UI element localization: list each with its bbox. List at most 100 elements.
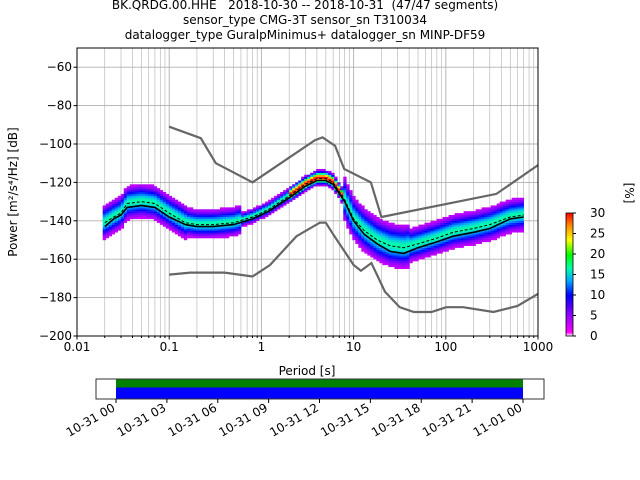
heatmap-cell — [409, 245, 413, 248]
heatmap-cell — [397, 259, 401, 262]
heatmap-cell — [153, 192, 158, 195]
heatmap-cell — [412, 245, 416, 248]
heatmap-cell — [439, 249, 443, 252]
heatmap-cell — [165, 209, 170, 212]
heatmap-cell — [238, 230, 242, 233]
heatmap-cell — [403, 241, 407, 245]
heatmap-cell — [186, 230, 191, 233]
heatmap-cell — [463, 236, 467, 239]
heatmap-cell — [352, 203, 356, 206]
heatmap-cell — [274, 201, 278, 204]
heatmap-cell — [232, 207, 236, 210]
heatmap-cell — [343, 215, 347, 218]
heatmap-cell — [403, 226, 407, 229]
heatmap-cell — [463, 211, 467, 214]
heatmap-cell — [207, 232, 212, 235]
heatmap-cell — [313, 170, 317, 173]
heatmap-cell — [403, 259, 407, 262]
heatmap-cell — [286, 190, 290, 193]
heatmap-cell — [394, 241, 398, 245]
heatmap-cell — [225, 222, 230, 225]
heatmap-cell — [454, 218, 458, 221]
heatmap-cell — [379, 259, 383, 262]
x-axis-label: Period [s] — [279, 364, 336, 378]
heatmap-cell — [424, 247, 428, 250]
heatmap-cell — [126, 193, 131, 197]
heatmap-cell — [126, 201, 131, 204]
heatmap-cell — [126, 203, 131, 206]
heatmap-cell — [307, 180, 311, 183]
heatmap-cell — [102, 234, 107, 237]
heatmap-cell — [307, 178, 311, 181]
heatmap-cell — [114, 224, 119, 227]
heatmap-cell — [241, 222, 245, 225]
heatmap-cell — [424, 222, 428, 225]
heatmap-cell — [111, 228, 116, 231]
heatmap-cell — [514, 218, 519, 221]
heatmap-cell — [364, 218, 368, 221]
heatmap-cell — [343, 184, 347, 187]
heatmap-cell — [213, 216, 218, 220]
heatmap-cell — [111, 203, 116, 206]
heatmap-cell — [201, 226, 206, 229]
heatmap-cell — [505, 211, 509, 214]
heatmap-cell — [445, 234, 449, 237]
heatmap-cell — [379, 230, 383, 233]
heatmap-cell — [153, 203, 158, 206]
heatmap-cell — [256, 209, 260, 212]
heatmap-cell — [355, 203, 359, 206]
heatmap-cell — [508, 222, 512, 225]
heatmap-cell — [292, 197, 296, 200]
heatmap-cell — [132, 184, 137, 187]
heatmap-cell — [126, 215, 131, 218]
heatmap-cell — [262, 203, 266, 206]
heatmap-cell — [388, 264, 392, 268]
heatmap-cell — [156, 197, 161, 200]
heatmap-cell — [448, 241, 452, 245]
heatmap-cell — [358, 226, 362, 229]
heatmap-cell — [457, 238, 461, 241]
heatmap-cell — [391, 222, 395, 225]
heatmap-cell — [388, 226, 392, 229]
heatmap-cell — [135, 190, 140, 193]
heatmap-cell — [325, 172, 329, 175]
heatmap-cell — [496, 207, 500, 210]
heatmap-cell — [445, 245, 449, 248]
heatmap-cell — [250, 209, 254, 212]
heatmap-cell — [253, 213, 257, 216]
heatmap-cell — [111, 220, 116, 223]
heatmap-cell — [352, 226, 356, 229]
heatmap-cell — [376, 240, 380, 243]
heatmap-cell — [295, 182, 299, 185]
heatmap-cell — [490, 228, 494, 231]
heatmap-cell — [502, 207, 506, 210]
heatmap-cell — [358, 203, 362, 206]
heatmap-cell — [195, 220, 200, 223]
heatmap-cell — [376, 245, 380, 248]
heatmap-cell — [412, 236, 416, 239]
heatmap-cell — [457, 230, 461, 233]
heatmap-cell — [171, 228, 176, 231]
heatmap-cell — [343, 178, 347, 181]
heatmap-cell — [207, 224, 212, 227]
heatmap-cell — [129, 211, 134, 214]
heatmap-cell — [120, 193, 125, 197]
heatmap-cell — [379, 218, 383, 221]
heatmap-cell — [385, 249, 389, 252]
heatmap-cell — [409, 234, 413, 237]
heatmap-cell — [108, 234, 113, 237]
heatmap-cell — [406, 243, 410, 246]
heatmap-cell — [108, 226, 113, 229]
heatmap-cell — [391, 264, 395, 268]
heatmap-cell — [340, 199, 344, 202]
heatmap-cell — [394, 245, 398, 248]
heatmap-cell — [319, 174, 323, 177]
heatmap-cell — [250, 215, 254, 218]
heatmap-cell — [180, 228, 185, 231]
heatmap-cell — [430, 253, 434, 256]
heatmap-cell — [415, 259, 419, 262]
heatmap-cell — [229, 230, 233, 233]
heatmap-cell — [144, 209, 149, 212]
heatmap-cell — [355, 207, 359, 210]
heatmap-cell — [117, 224, 122, 227]
